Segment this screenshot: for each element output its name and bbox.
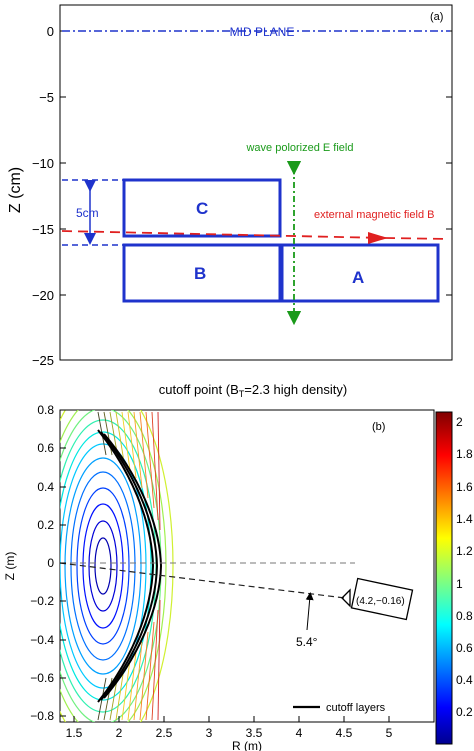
colorbar-tick: 1.4	[456, 512, 473, 526]
colorbar-tick: 0.2	[456, 705, 473, 719]
magnetic-field-arrowhead	[368, 232, 388, 244]
colorbar-tick: 1.6	[456, 480, 473, 494]
angle-pointer	[305, 592, 314, 631]
panel-a-ytick: −5	[39, 90, 54, 105]
panel-a-ytick: −20	[32, 288, 54, 303]
panel-a-ytick: −15	[32, 222, 54, 237]
panel-a-ytick: −10	[32, 156, 54, 171]
legend-label: cutoff layers	[326, 702, 386, 714]
panel-a-ylabel: Z (cm)	[7, 167, 24, 213]
box-c-label: C	[196, 199, 208, 218]
mid-plane-label: MID PLANE	[230, 25, 295, 39]
panel-b-xtick: 2	[116, 726, 123, 740]
colorbar-ticks: 2 1.8 1.6 1.4 1.2 1 0.8 0.6 0.4 0.2	[456, 415, 473, 719]
panel-b-ylabel: Z (m)	[3, 552, 17, 581]
antenna-horn: (4.2,−0.16)	[341, 577, 414, 621]
panel-b-ytick: 0.8	[37, 403, 54, 417]
panel-b-ytick: −0.2	[30, 594, 54, 608]
panel-b-ytick: 0.2	[37, 518, 54, 532]
panel-a-ytick: −25	[32, 353, 54, 368]
cutoff-hatches	[97, 411, 161, 721]
panel-b-xlabel: R (m)	[232, 739, 262, 751]
panel-b-yticks: 0.8 0.6 0.4 0.2 0 −0.2 −0.4 −0.6 −0.8	[30, 403, 66, 723]
colorbar-tick: 0.8	[456, 609, 473, 623]
panel-b-ytick: −0.6	[30, 671, 54, 685]
panel-b-title: cutoff point (BT=2.3 high density)	[159, 382, 347, 399]
box-a-label: A	[352, 268, 364, 287]
panel-b-xtick: 2.5	[156, 726, 173, 740]
e-field-label: wave polorized E field	[245, 142, 353, 154]
colorbar-tick: 1.8	[456, 447, 473, 461]
panel-b-xtick: 4	[296, 726, 303, 740]
panel-b-xtick: 4.5	[336, 726, 353, 740]
panel-a-yticks: 0 −5 −10 −15 −20 −25	[32, 24, 452, 368]
colorbar-tick: 0.6	[456, 641, 473, 655]
box-a	[280, 243, 440, 303]
panel-a-ytick: 0	[47, 24, 54, 39]
panel-a-frame	[59, 4, 453, 361]
panel-b-ytick: 0.6	[37, 441, 54, 455]
panel-b-ytick: −0.4	[30, 633, 54, 647]
panel-b-xtick: 3	[206, 726, 213, 740]
panel-b-xticks: 1.5 2 2.5 3 3.5 4 4.5 5	[66, 716, 393, 740]
panel-b-xtick: 1.5	[66, 726, 83, 740]
colorbar-tick: 2	[456, 415, 463, 429]
panel-b-xtick: 5	[386, 726, 393, 740]
panel-b-xtick: 3.5	[246, 726, 263, 740]
panel-b-ytick: 0.4	[37, 480, 54, 494]
colorbar	[435, 411, 453, 745]
panel-b-tag: (b)	[372, 421, 385, 433]
magnetic-field-arrow	[61, 230, 386, 239]
box-b-label: B	[194, 264, 206, 283]
colorbar-tick: 1.2	[456, 544, 473, 558]
panel-b-ytick: −0.8	[30, 709, 54, 723]
cutoff-layers	[97, 429, 163, 703]
panel-b-ytick: 0	[47, 556, 54, 570]
dim-label: 5cm	[76, 206, 99, 220]
colorbar-tick: 0.4	[456, 673, 473, 687]
colorbar-tick: 1	[456, 577, 463, 591]
ray-inclined	[60, 562, 346, 599]
box-b	[122, 243, 282, 303]
box-c	[122, 178, 282, 238]
panel-b: cutoff point (BT=2.3 high density) (b)	[3, 382, 473, 751]
magnetic-field-label: external magnetic field B	[314, 209, 434, 221]
angle-label: 5.4°	[296, 635, 318, 649]
antenna-label: (4.2,−0.16)	[356, 596, 405, 607]
panel-a: (a) 0 −5 −10 −15 −20 −25 Z (cm) MID PLAN…	[7, 4, 453, 368]
panel-a-tag: (a)	[430, 11, 443, 23]
